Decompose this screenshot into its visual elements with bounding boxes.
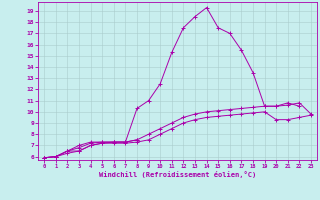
X-axis label: Windchill (Refroidissement éolien,°C): Windchill (Refroidissement éolien,°C) bbox=[99, 171, 256, 178]
